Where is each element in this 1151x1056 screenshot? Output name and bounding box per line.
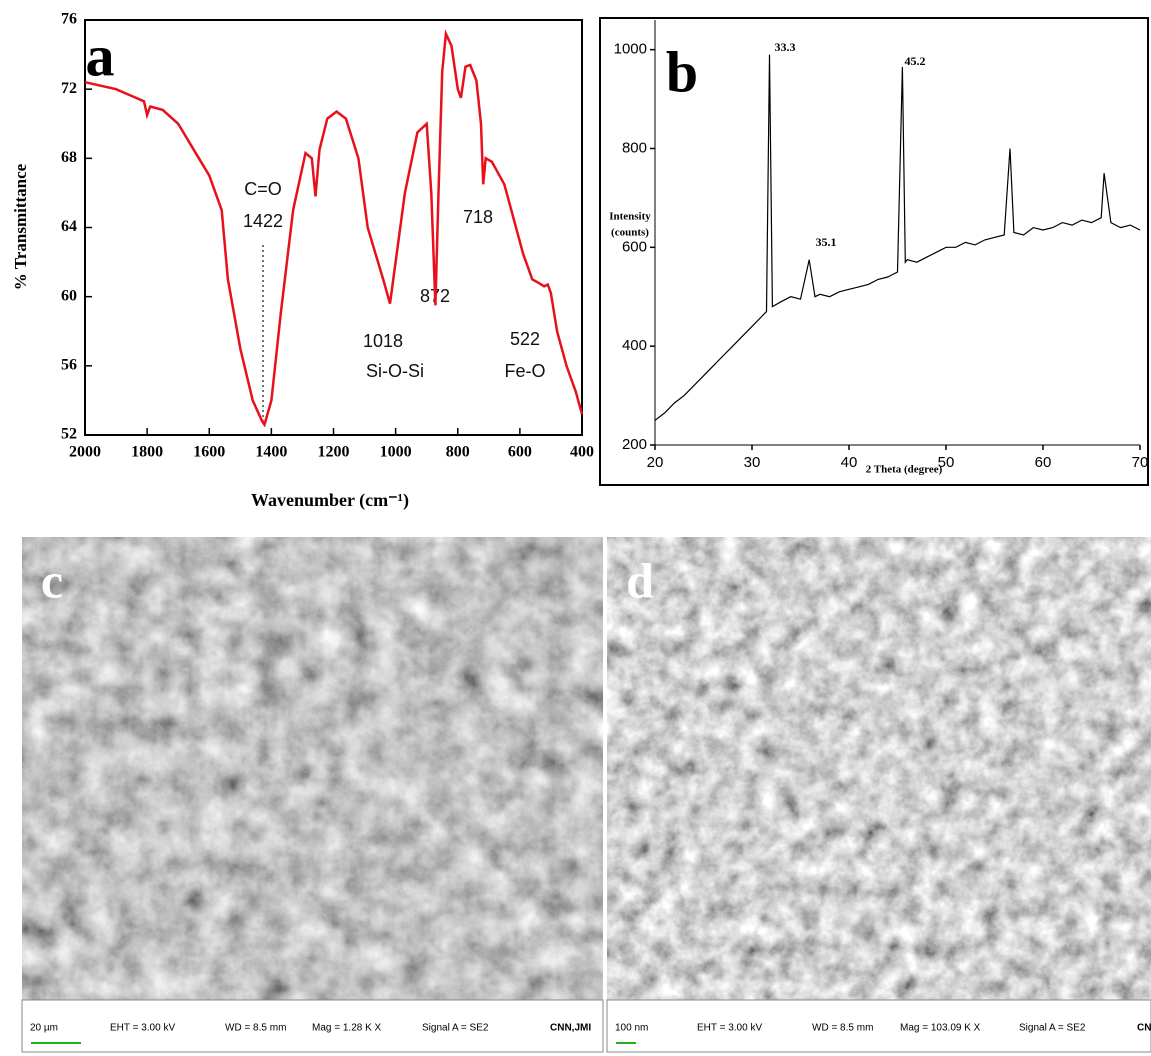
x-tick-label: 50 xyxy=(938,454,955,471)
y-axis-label: Intensity xyxy=(609,211,651,223)
x-tick-label: 60 xyxy=(1035,454,1052,471)
y-tick-label: 76 xyxy=(61,11,77,28)
info-text: EHT = 3.00 kV xyxy=(110,1023,175,1034)
y-axis-label: % Transmittance xyxy=(11,163,30,290)
x-axis-label: Wavenumber (cm⁻¹) xyxy=(251,490,409,511)
scale-label: 100 nm xyxy=(615,1023,648,1034)
y-tick-label: 800 xyxy=(622,139,647,156)
y-tick-label: 200 xyxy=(622,436,647,453)
x-tick-label: 1600 xyxy=(193,444,225,461)
x-tick-label: 1400 xyxy=(255,444,287,461)
annotation: Fe-O xyxy=(504,361,545,381)
annotation: 522 xyxy=(510,329,540,349)
annotation: 718 xyxy=(463,207,493,227)
y-tick-label: 600 xyxy=(622,238,647,255)
panel-label: a xyxy=(86,23,115,88)
sem-image xyxy=(607,537,1151,1000)
panel-label: c xyxy=(41,552,63,608)
info-text: Signal A = SE2 xyxy=(422,1023,489,1034)
info-text: WD = 8.5 mm xyxy=(812,1023,873,1034)
y-tick-label: 60 xyxy=(61,287,77,304)
info-text: CNN,JMI xyxy=(1137,1023,1151,1034)
y-tick-label: 64 xyxy=(61,218,77,235)
x-tick-label: 1800 xyxy=(131,444,163,461)
panel-label: d xyxy=(626,552,654,608)
info-text: CNN,JMI xyxy=(550,1023,591,1034)
x-tick-label: 20 xyxy=(647,454,664,471)
info-text: WD = 8.5 mm xyxy=(225,1023,286,1034)
y-tick-label: 72 xyxy=(61,80,77,97)
annotation: 1422 xyxy=(243,211,283,231)
info-text: Mag = 103.09 K X xyxy=(900,1023,981,1034)
x-tick-label: 800 xyxy=(446,444,470,461)
data-line xyxy=(654,54,1141,421)
y-tick-label: 1000 xyxy=(614,41,647,58)
annotation: Si-O-Si xyxy=(366,361,424,381)
x-tick-label: 30 xyxy=(744,454,761,471)
x-tick-label: 40 xyxy=(841,454,858,471)
annotation: 1018 xyxy=(363,331,403,351)
x-axis-label: 2 Theta (degree) xyxy=(866,464,943,476)
y-tick-label: 400 xyxy=(622,337,647,354)
annotation: 33.3 xyxy=(775,40,796,54)
info-text: Signal A = SE2 xyxy=(1019,1023,1086,1034)
panel-frame xyxy=(599,17,1149,486)
x-tick-label: 600 xyxy=(508,444,532,461)
y-axis-label: (counts) xyxy=(611,227,649,239)
data-line xyxy=(84,29,584,428)
info-text: Mag = 1.28 K X xyxy=(312,1023,382,1034)
x-tick-label: 400 xyxy=(570,444,594,461)
y-tick-label: 56 xyxy=(61,357,77,374)
y-tick-label: 52 xyxy=(61,426,77,443)
x-tick-label: 1000 xyxy=(380,444,412,461)
x-tick-label: 1200 xyxy=(318,444,350,461)
sem-image xyxy=(22,537,603,1000)
annotation: C=O xyxy=(244,179,282,199)
y-tick-label: 68 xyxy=(61,149,77,166)
info-text: EHT = 3.00 kV xyxy=(697,1023,762,1034)
x-tick-label: 2000 xyxy=(69,444,101,461)
scale-label: 20 µm xyxy=(30,1023,58,1034)
annotation: 35.1 xyxy=(816,235,837,249)
info-bar xyxy=(606,999,1151,1053)
info-bar xyxy=(21,999,604,1053)
annotation: 45.2 xyxy=(905,54,926,68)
panel-label: b xyxy=(666,39,698,104)
x-tick-label: 70 xyxy=(1132,454,1149,471)
